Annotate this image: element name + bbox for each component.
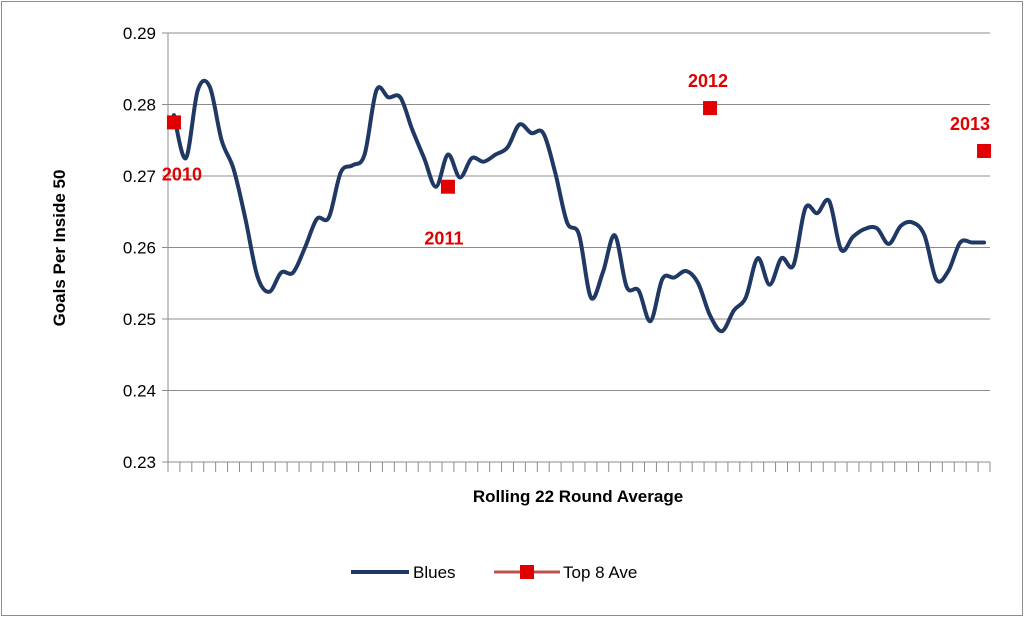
legend: Blues Top 8 Ave (351, 563, 637, 582)
top8-label: 2013 (950, 114, 990, 134)
y-tick-label: 0.24 (123, 382, 156, 401)
series-line-blues (171, 78, 987, 334)
y-tick-label: 0.25 (123, 310, 156, 329)
y-tick-labels: 0.29 0.28 0.27 0.26 0.25 0.24 0.23 (123, 24, 156, 472)
legend-marker-top8 (520, 565, 534, 579)
y-tick-label: 0.29 (123, 24, 156, 43)
y-tick-label: 0.26 (123, 239, 156, 258)
top8-marker (166, 115, 181, 130)
annotations: 2010 2011 2012 2013 (162, 71, 990, 249)
y-tick-label: 0.27 (123, 167, 156, 186)
top8-marker (703, 101, 718, 116)
legend-label-top8: Top 8 Ave (563, 563, 637, 582)
legend-label-blues: Blues (413, 563, 456, 582)
y-tick-label: 0.28 (123, 96, 156, 115)
axes (162, 32, 991, 472)
gridlines (168, 32, 990, 391)
y-axis-title: Goals Per Inside 50 (50, 170, 69, 327)
top8-marker (440, 179, 455, 194)
series (166, 78, 992, 334)
top8-label: 2011 (424, 229, 463, 249)
y-tick-label: 0.23 (123, 453, 156, 472)
top8-label: 2012 (688, 71, 728, 91)
top8-marker (977, 143, 992, 158)
x-axis-title: Rolling 22 Round Average (473, 487, 683, 506)
top8-label: 2010 (162, 164, 202, 184)
